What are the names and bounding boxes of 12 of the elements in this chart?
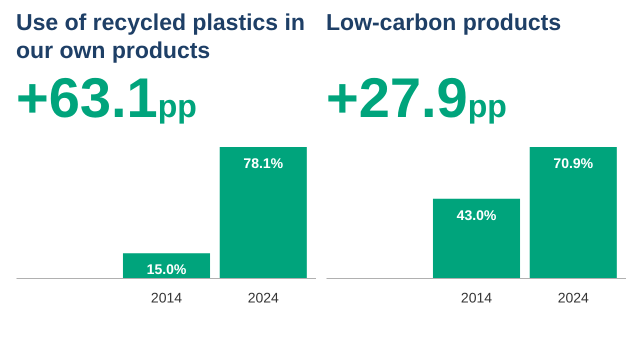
data-label: 78.1% xyxy=(243,155,284,172)
chart-subtitle: +27.9pp xyxy=(326,66,507,131)
x-tick-label: 2014 xyxy=(150,290,182,306)
data-label: 70.9% xyxy=(553,155,594,172)
data-label: 43.0% xyxy=(456,206,497,223)
x-tick-label: 2024 xyxy=(558,290,590,306)
data-label: 15.0% xyxy=(146,261,187,278)
chart-title: Use of recycled plastics in our own products xyxy=(16,8,306,64)
x-tick-label: 2014 xyxy=(460,290,492,306)
chart-subtitle: +63.1pp xyxy=(16,66,197,131)
x-tick-label: 2024 xyxy=(248,290,280,306)
chart-title: Low-carbon products xyxy=(326,8,562,36)
